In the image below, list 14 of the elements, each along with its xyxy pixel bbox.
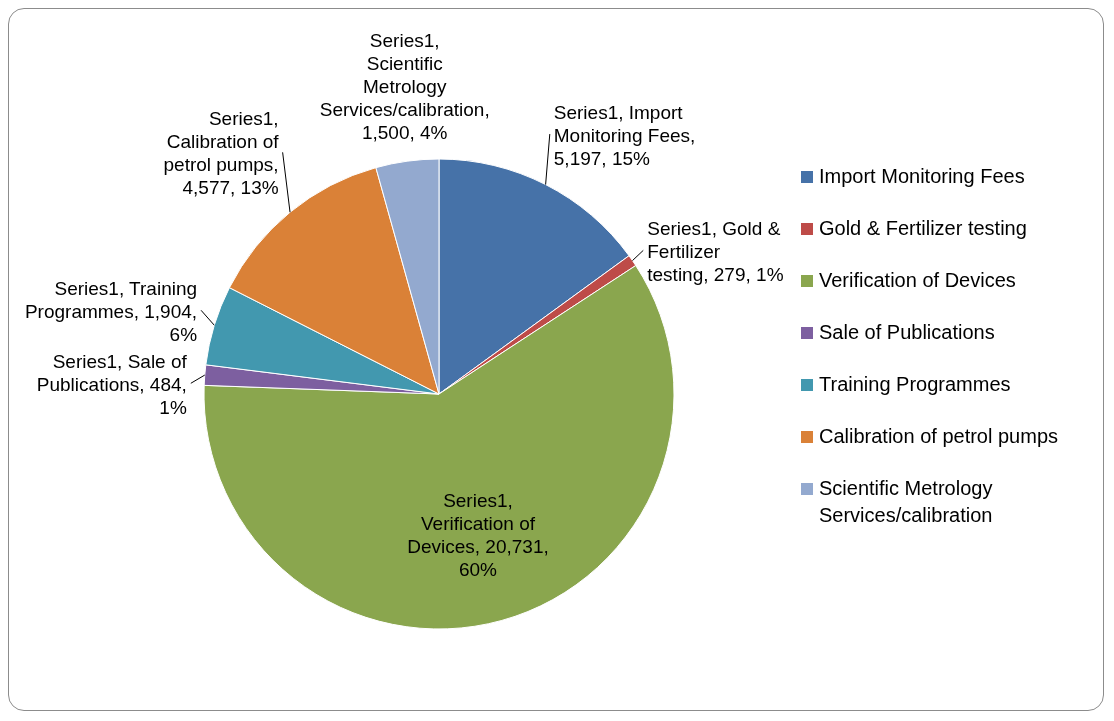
data-label: Series1, Verification of Devices, 20,731, 60%	[407, 490, 549, 581]
legend-label: Training Programmes	[819, 372, 1011, 397]
data-label: Series1, Import Monitoring Fees, 5,197, 15%	[553, 101, 696, 169]
legend-label: Scientific Metrology Services/calibration	[819, 476, 994, 528]
data-label: Series1, Calibration of petrol pumps, 4,577, 13%	[163, 108, 280, 199]
data-label: Series1, Gold & Fertilizer testing, 279, 1%	[647, 217, 784, 285]
legend-label: Verification of Devices	[819, 268, 1016, 293]
data-label: Series1, Scientific Metrology Services/calibration, 1,500, 4%	[319, 30, 490, 144]
data-label: Series1, Training Programmes, 1,904, 6%	[24, 277, 198, 345]
legend-label: Gold & Fertilizer testing	[819, 216, 1027, 241]
legend-label: Calibration of petrol pumps	[819, 424, 1059, 449]
legend-label: Sale of Publications	[819, 320, 995, 345]
data-label: Series1, Sale of Publications, 484, 1%	[36, 350, 188, 418]
legend-label: Import Monitoring Fees	[819, 164, 1025, 189]
